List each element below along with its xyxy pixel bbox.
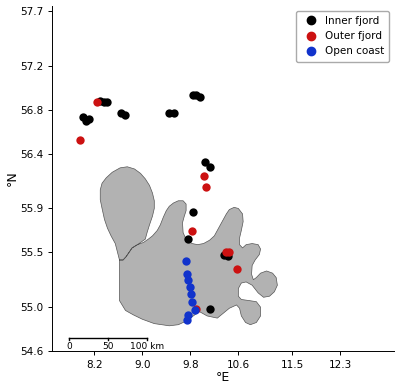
Text: 0: 0	[66, 342, 72, 351]
Y-axis label: °N: °N	[6, 170, 18, 186]
Text: 100 km: 100 km	[130, 342, 164, 351]
Polygon shape	[100, 167, 277, 326]
Text: 50: 50	[102, 342, 114, 351]
X-axis label: °E: °E	[216, 371, 230, 385]
Legend: Inner fjord, Outer fjord, Open coast: Inner fjord, Outer fjord, Open coast	[296, 11, 389, 62]
